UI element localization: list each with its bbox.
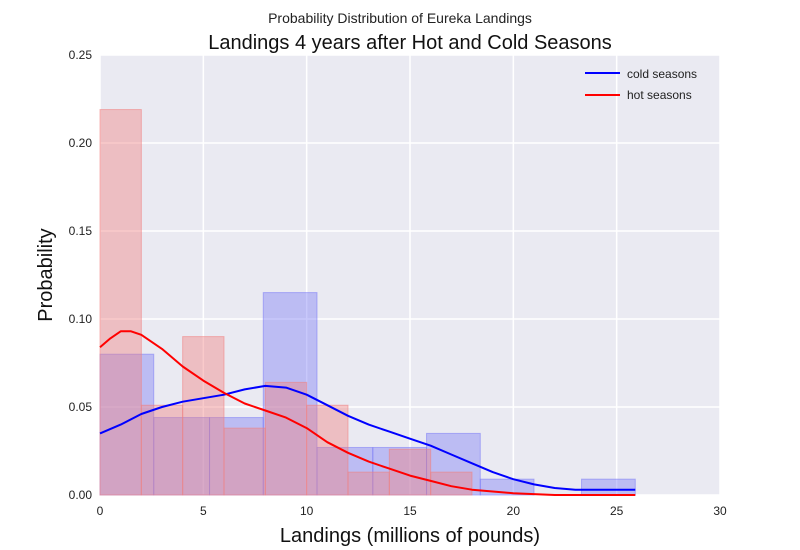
tick-labels: 0 5 10 15 20 25 30 0.00 0.05 0.10 0.15 0.20 0.25 xyxy=(69,48,727,518)
chart-title: Landings 4 years after Hot and Cold Seas… xyxy=(208,32,612,54)
kde-line-hot-seasons xyxy=(99,330,636,496)
histogram-bar-hot-seasons xyxy=(388,448,432,496)
figure-suptitle: Probability Distribution of Eureka Landi… xyxy=(268,10,532,26)
histogram-bars xyxy=(99,109,636,496)
kde-lines xyxy=(99,330,636,496)
histogram-bar-cold-seasons xyxy=(426,432,481,496)
x-tick-label: 20 xyxy=(507,504,521,518)
x-tick-label: 30 xyxy=(713,504,727,518)
y-tick-label: 0.10 xyxy=(69,312,93,326)
histogram-bar-cold-seasons xyxy=(316,446,374,496)
y-tick-label: 0.20 xyxy=(69,136,93,150)
x-tick-label: 25 xyxy=(610,504,624,518)
x-tick-label: 10 xyxy=(300,504,314,518)
y-tick-label: 0.15 xyxy=(69,224,93,238)
histogram-bar-cold-seasons xyxy=(262,292,318,496)
x-tick-label: 15 xyxy=(403,504,417,518)
y-tick-label: 0.00 xyxy=(69,488,93,502)
x-tick-label: 0 xyxy=(97,504,104,518)
histogram-bar-hot-seasons xyxy=(430,471,473,496)
histogram-bar-hot-seasons xyxy=(182,336,225,496)
histogram-bar-cold-seasons xyxy=(581,478,636,496)
y-tick-label: 0.25 xyxy=(69,48,93,62)
legend: cold seasons hot seasons xyxy=(585,67,697,102)
histogram-bar-hot-seasons xyxy=(223,427,266,496)
histogram-bar-hot-seasons xyxy=(347,471,390,496)
kde-line-cold-seasons xyxy=(99,384,636,491)
y-axis-label: Probability xyxy=(35,228,57,321)
histogram-bar-hot-seasons xyxy=(264,381,308,496)
legend-label-cold: cold seasons xyxy=(627,67,697,81)
histogram-bar-hot-seasons xyxy=(99,109,142,496)
legend-label-hot: hot seasons xyxy=(627,88,692,102)
x-tick-label: 5 xyxy=(200,504,207,518)
x-axis-label: Landings (millions of pounds) xyxy=(280,525,540,547)
histogram-bar-hot-seasons xyxy=(140,404,184,496)
y-tick-label: 0.05 xyxy=(69,400,93,414)
